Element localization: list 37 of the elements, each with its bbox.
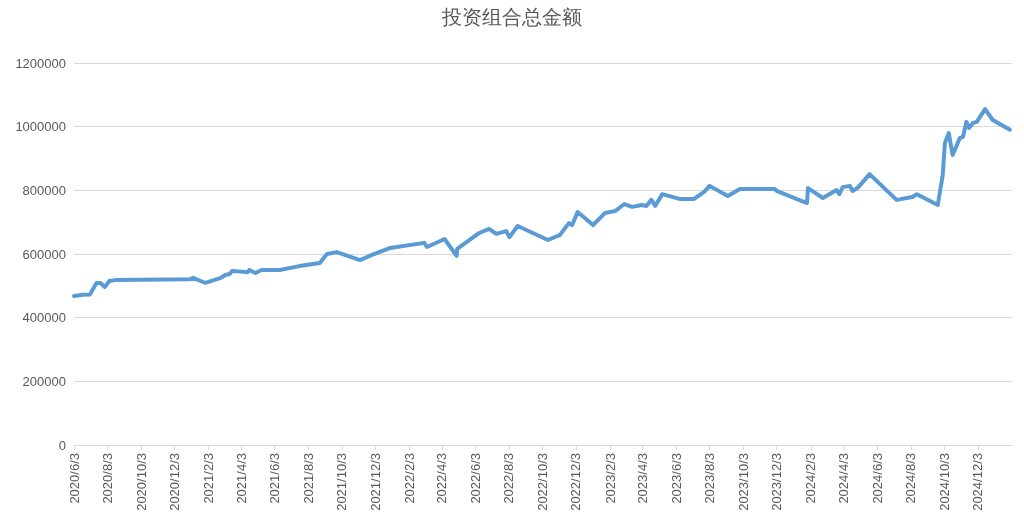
x-tick-label: 2023/4/3: [635, 453, 651, 504]
y-tick-label: 200000: [22, 373, 66, 389]
x-tick-label: 2022/12/3: [568, 453, 584, 511]
x-tick-label: 2021/4/3: [233, 453, 249, 504]
x-tick-label: 2020/6/3: [66, 453, 82, 504]
x-tick-label: 2024/6/3: [869, 453, 885, 504]
x-tick-label: 2024/10/3: [936, 453, 952, 511]
x-tick-label: 2024/4/3: [836, 453, 852, 504]
y-tick-label: 0: [58, 437, 66, 453]
y-tick-label: 400000: [22, 310, 66, 326]
x-tick-label: 2020/10/3: [133, 453, 149, 511]
x-tick-label: 2021/8/3: [300, 453, 316, 504]
line-series: [72, 107, 1012, 299]
x-tick-label: 2021/12/3: [367, 453, 383, 511]
x-tick-label: 2022/2/3: [401, 453, 417, 504]
x-tick-label: 2023/2/3: [602, 453, 618, 504]
x-tick-label: 2020/8/3: [100, 453, 116, 504]
x-tick-label: 2024/8/3: [903, 453, 919, 504]
x-tick-label: 2021/10/3: [334, 453, 350, 511]
y-tick-label: 600000: [22, 246, 66, 262]
chart-title: 投资组合总金额: [441, 5, 582, 29]
y-tick-label: 800000: [22, 182, 66, 198]
x-tick-label: 2021/6/3: [267, 453, 283, 504]
x-tick-label: 2024/2/3: [803, 453, 819, 504]
x-tick-label: 2023/8/3: [702, 453, 718, 504]
y-tick-label: 1000000: [15, 119, 66, 135]
y-tick-label: 1200000: [15, 55, 66, 71]
x-tick-label: 2023/10/3: [735, 453, 751, 511]
x-tick-label: 2022/6/3: [467, 453, 483, 504]
x-tick-label: 2022/8/3: [501, 453, 517, 504]
x-tick-label: 2024/12/3: [970, 453, 986, 511]
x-tick-label: 2022/10/3: [534, 453, 550, 511]
x-tick-label: 2023/12/3: [769, 453, 785, 511]
x-tick-label: 2022/4/3: [434, 453, 450, 504]
x-tick-label: 2023/6/3: [668, 453, 684, 504]
x-tick-label: 2020/12/3: [167, 453, 183, 511]
x-tick-label: 2021/2/3: [201, 453, 217, 504]
